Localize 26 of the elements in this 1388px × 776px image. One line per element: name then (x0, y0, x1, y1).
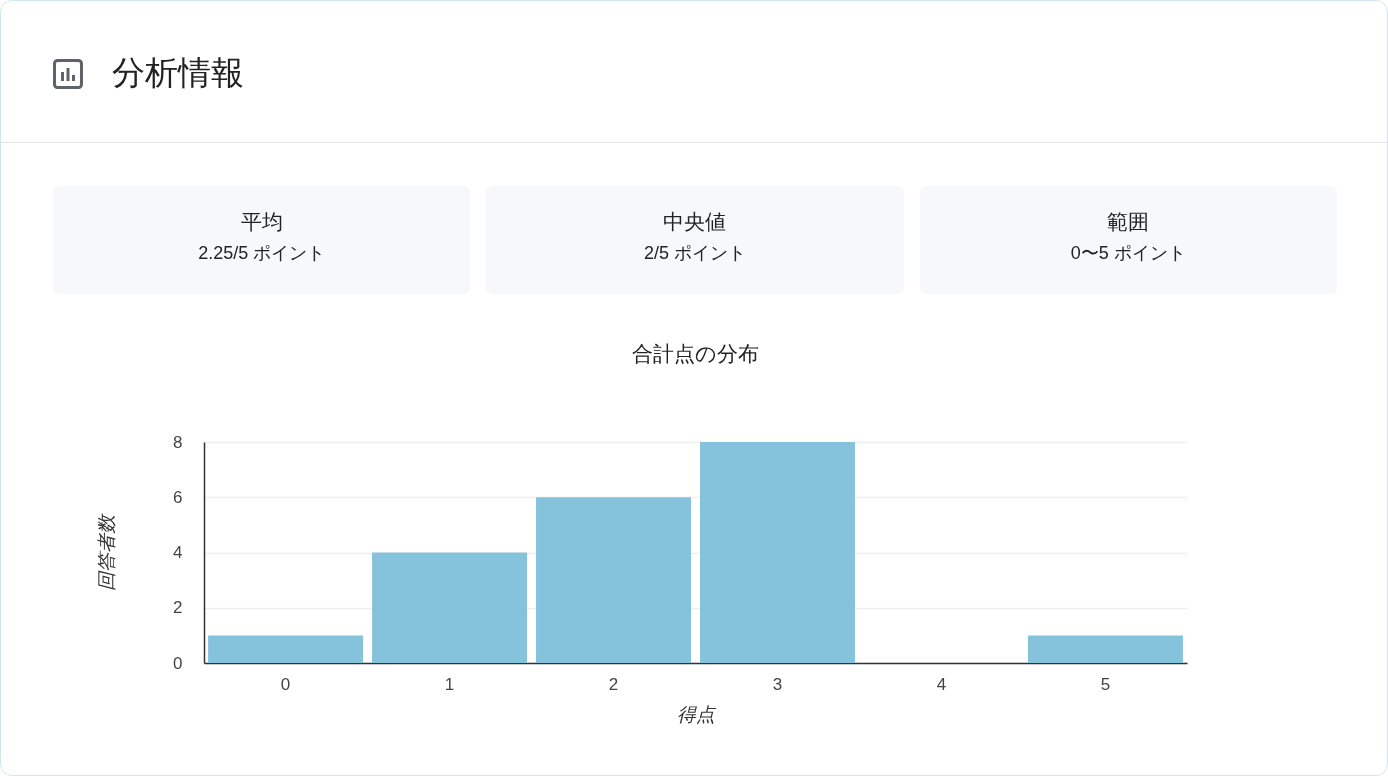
x-axis-title: 得点 (677, 703, 717, 725)
bar (372, 552, 528, 663)
y-tick-label: 2 (173, 598, 183, 618)
y-axis-title: 回答者数 (95, 512, 117, 591)
x-tick-label: 0 (280, 674, 291, 694)
x-tick-label: 1 (444, 674, 455, 694)
x-tick-label: 2 (608, 674, 619, 694)
x-tick-label: 3 (772, 674, 783, 694)
text: 中央値 (662, 209, 728, 235)
y-tick-label: 4 (173, 543, 183, 562)
y-tick-label: 0 (173, 653, 183, 673)
x-tick-label: 4 (936, 674, 947, 694)
chart-title: 合計点の分布 (632, 342, 759, 365)
y-tick-label: 6 (173, 487, 183, 507)
bar (1027, 635, 1183, 663)
bar (536, 497, 691, 663)
bar (700, 442, 855, 663)
text: 平均 (239, 209, 284, 235)
x-tick-label: 5 (1100, 674, 1111, 694)
y-tick-label: 8 (173, 432, 183, 452)
text: 0〜5 ポイント (1069, 242, 1187, 265)
bar (208, 635, 364, 663)
text: 2.25/5 ポイント (197, 242, 327, 265)
text: 2/5 ポイント (642, 242, 747, 265)
text: 分析情報 (112, 53, 244, 93)
text: 範囲 (1106, 209, 1151, 235)
